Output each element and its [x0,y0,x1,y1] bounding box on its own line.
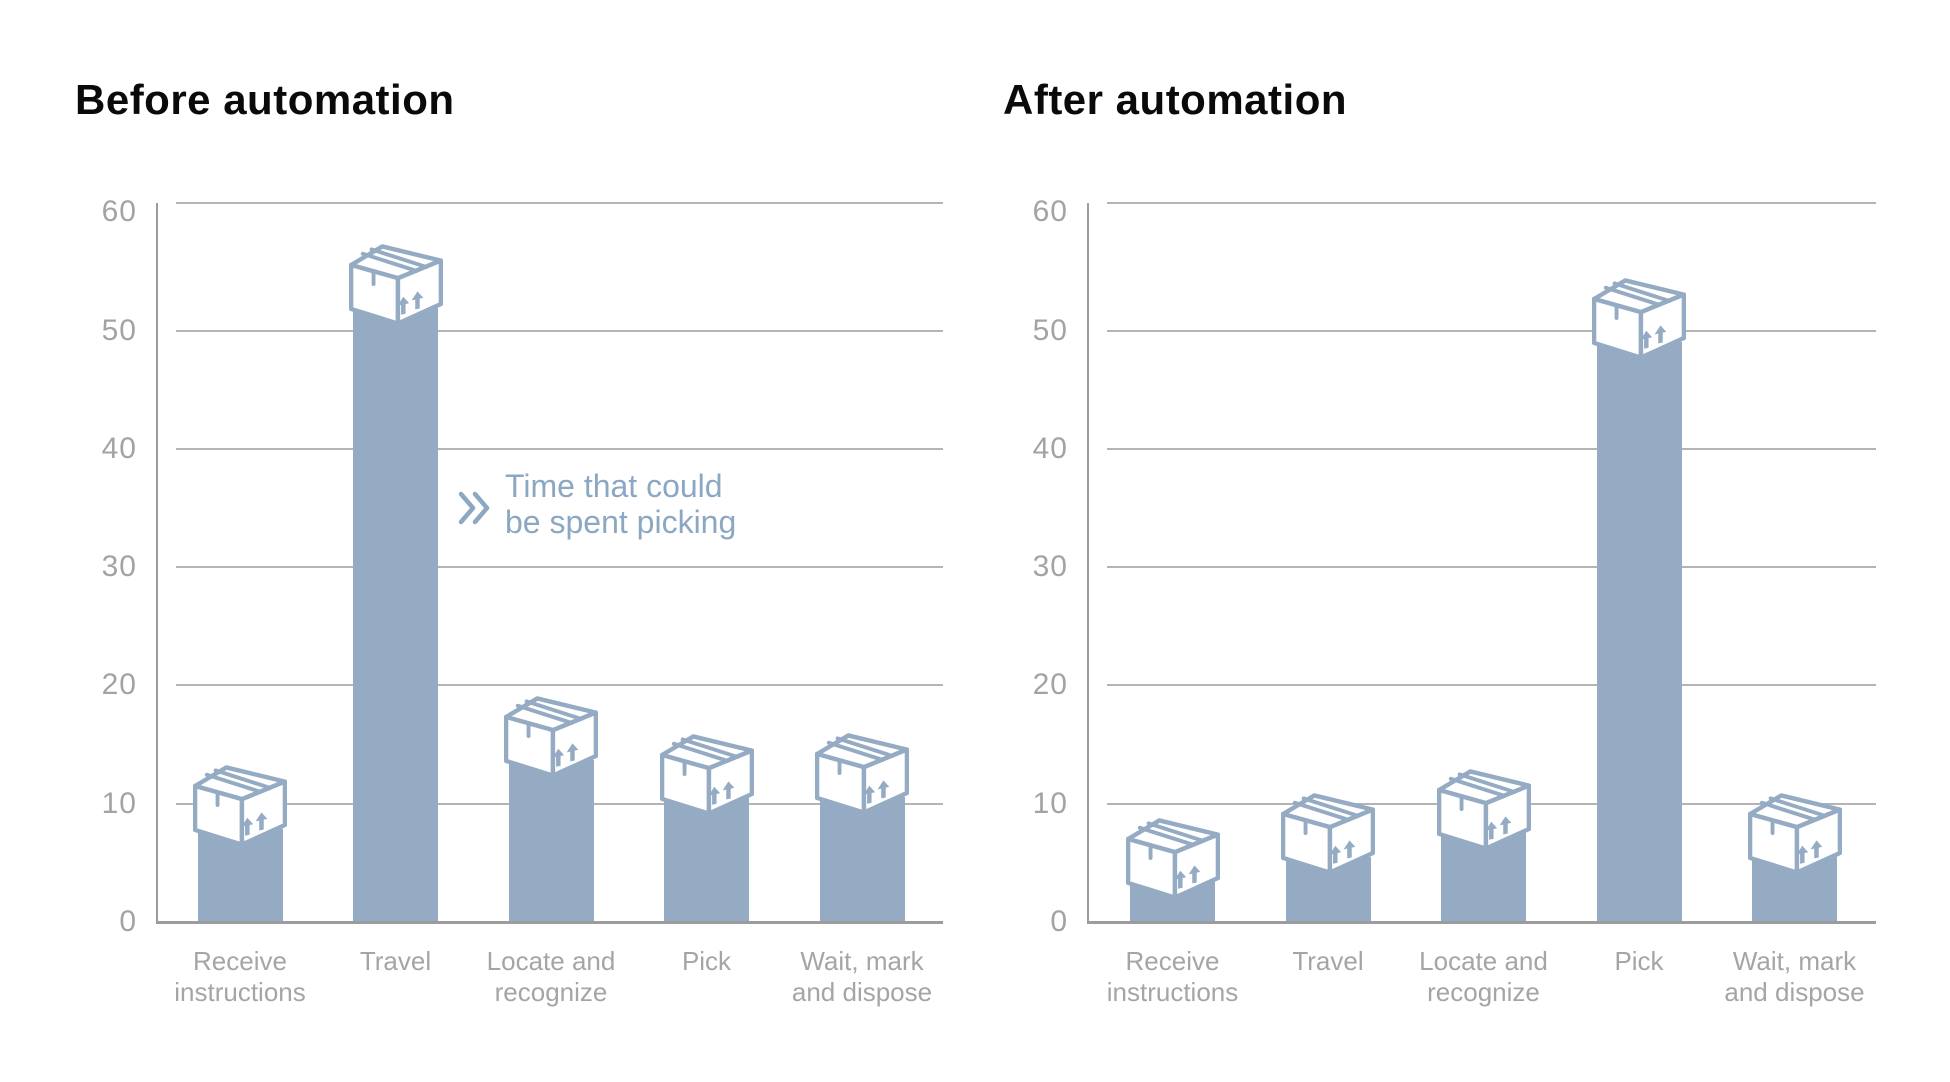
package-box-icon [814,732,910,815]
y-axis-tick-label: 0 [1050,905,1068,938]
y-axis-tick-label: 30 [1032,550,1068,584]
x-axis-line [1087,921,1876,924]
package-box-icon [814,732,910,815]
package-box-icon [503,696,599,778]
x-axis-label: Pick [681,946,732,976]
package-box-icon [348,244,443,326]
bar-travel [353,308,438,922]
x-axis-label: Pick [1614,946,1664,976]
package-box-icon [659,734,754,816]
package-box-icon [1591,278,1687,361]
x-axis-label: Receive instructions [1106,946,1239,1007]
package-box-icon [192,764,288,847]
y-axis-tick-label: 30 [101,550,137,584]
y-axis-tick-label: 60 [1032,195,1068,229]
gridline-20 [1107,684,1876,687]
y-axis-tick-label: 10 [101,786,137,820]
y-axis-tick-label: 50 [1032,313,1068,347]
x-axis-label: Travel [359,946,432,976]
package-box-icon [192,764,288,847]
x-axis-line [156,921,943,924]
x-axis-label: Travel [1292,946,1364,976]
y-axis-tick-label: 20 [101,668,137,702]
x-axis-label: Locate and recognize [1419,946,1548,1007]
after-automation-title: After automation [1003,76,1347,123]
package-box-icon [1280,793,1376,875]
gridline-50 [176,329,943,332]
y-axis-tick-label: 20 [1032,668,1068,702]
y-axis-line [156,203,158,924]
y-axis-tick-label: 60 [101,195,137,229]
bar-locate-and-recognize [508,759,594,922]
x-axis-label: Wait, mark and dispose [791,946,933,1007]
bar-pick [664,797,749,922]
x-axis-label: Wait, mark and dispose [1724,946,1865,1007]
y-axis-tick-label: 50 [101,313,137,347]
package-box-icon [1125,818,1220,900]
package-box-icon [1747,793,1842,875]
gridline-60 [1107,202,1876,204]
gridline-20 [176,684,943,687]
package-box-icon [1436,769,1531,852]
gridline-40 [176,447,943,450]
gridline-60 [176,202,943,204]
gridline-30 [176,566,943,569]
gridline-30 [1107,566,1876,569]
x-axis-label: Receive instructions [174,946,306,1007]
package-box-icon [348,244,443,326]
bar-pick [1596,342,1682,922]
package-box-icon [659,734,754,816]
y-axis-tick-label: 40 [1032,431,1068,465]
annotation-text: Time that could be spent picking [505,468,737,540]
y-axis-tick-label: 40 [101,431,137,465]
package-box-icon [1591,278,1687,361]
bar-wait-mark-and-dispose [819,796,905,922]
package-box-icon [1280,793,1376,875]
gridline-50 [1107,329,1876,332]
package-box-icon [503,696,599,778]
y-axis-tick-label: 10 [1032,786,1068,820]
double-chevron-right-icon [458,491,490,525]
package-box-icon [1747,793,1842,875]
package-box-icon [1125,818,1220,900]
y-axis-line [1087,203,1089,924]
package-box-icon [1436,769,1531,852]
x-axis-label: Locate and recognize [486,946,616,1007]
gridline-40 [1107,447,1876,450]
y-axis-tick-label: 0 [119,905,137,938]
before-automation-title: Before automation [75,76,455,123]
